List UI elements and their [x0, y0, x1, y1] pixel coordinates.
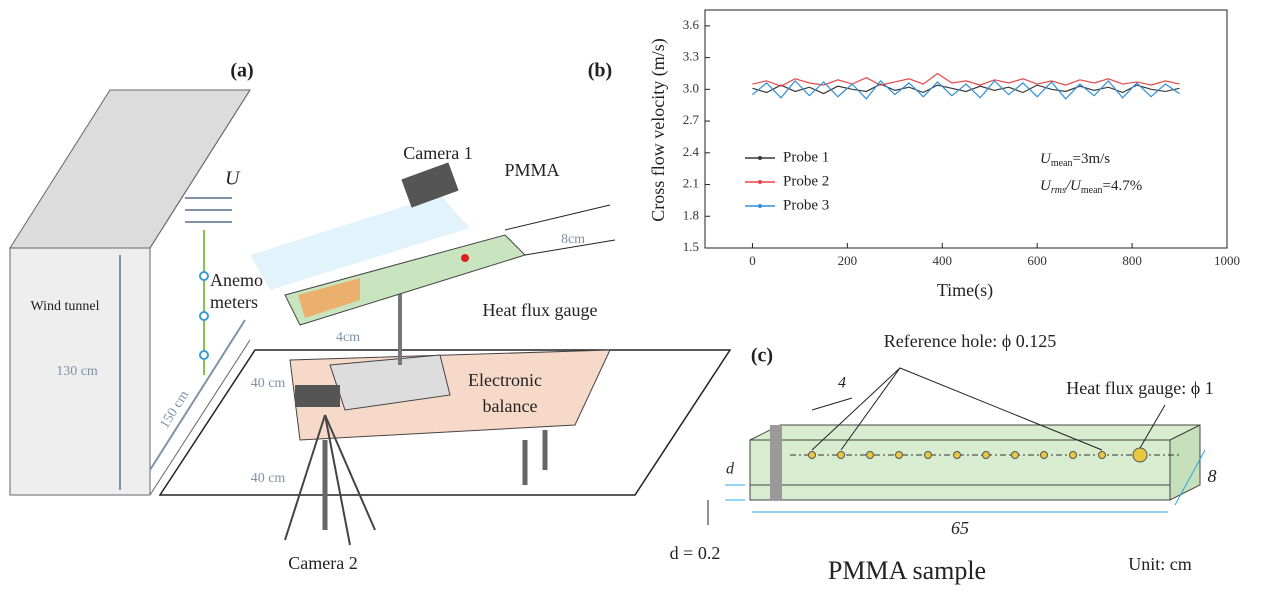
camera-label: Camera 2 [288, 553, 357, 573]
y-tick-label: 1.5 [683, 239, 699, 254]
x-axis-title: Time(s) [937, 280, 993, 301]
x-tick-label: 400 [933, 253, 953, 268]
x-tick-label: 600 [1027, 253, 1047, 268]
length-label: 65 [951, 518, 969, 538]
distance-label: 40 cm [251, 376, 286, 391]
y-tick-label: 3.6 [683, 17, 700, 32]
annotation-part: /U [1065, 178, 1082, 194]
annotation-part: rms [1051, 185, 1066, 196]
legend-label: Probe 2 [783, 173, 829, 189]
spacing-label: 4cm [336, 330, 360, 345]
height-label: 130 cm [56, 364, 98, 379]
x-tick-label: 800 [1122, 253, 1142, 268]
panel-label: (a) [230, 60, 253, 82]
annotation: Urms/Umean=4.7% [1040, 178, 1142, 196]
annotation: Umean=3m/s [1040, 151, 1110, 169]
sample-title: PMMA sample [828, 556, 986, 585]
panel-label: (c) [751, 345, 773, 367]
camera-label: Camera 1 [403, 143, 472, 163]
width-label: 8cm [561, 232, 585, 247]
balance-label: Electronic [468, 370, 542, 390]
spacing-label: 4 [838, 375, 846, 392]
tunnel-label: Wind tunnel [30, 299, 99, 314]
y-tick-label: 3.3 [683, 49, 699, 64]
legend-marker [758, 180, 762, 184]
anemometer-label: meters [210, 292, 258, 312]
annotation-part: =3m/s [1073, 151, 1111, 167]
figure: (a) U Camera 1 PMMA 8cm Anemo meters Win… [0, 0, 1266, 592]
legend-marker [758, 156, 762, 160]
y-tick-label: 2.1 [683, 176, 699, 191]
d-value: d = 0.2 [670, 543, 721, 563]
distance-label: 40 cm [251, 471, 286, 486]
x-tick-label: 0 [749, 253, 756, 268]
legend-label: Probe 1 [783, 149, 829, 165]
plot: 1.5 1.8 2.1 2.4 2.7 3.0 3.3 3.6 0 200 400 600 800 100… [683, 17, 1240, 268]
x-tick-label: 200 [838, 253, 858, 268]
y-tick-label: 2.4 [683, 144, 700, 159]
legend-label: Probe 3 [783, 197, 829, 213]
annotation-part: mean [1081, 185, 1103, 196]
y-tick-label: 3.0 [683, 80, 699, 95]
y-tick-label: 2.7 [683, 112, 700, 127]
panel-a-drawing [10, 90, 730, 545]
flow-label: U [225, 168, 241, 190]
gauge-label: Heat flux gauge: ϕ 1 [1066, 378, 1213, 398]
panel-label: (b) [588, 60, 612, 82]
annotation-part: mean [1051, 158, 1073, 169]
legend-marker [758, 204, 762, 208]
width-label: 8 [1208, 466, 1217, 486]
balance-label: balance [483, 396, 538, 416]
thickness-label: d [726, 461, 735, 478]
y-tick-label: 1.8 [683, 207, 699, 222]
hole-label: Reference hole: ϕ 0.125 [884, 331, 1056, 351]
annotation-part: =4.7% [1103, 178, 1143, 194]
x-tick-label: 1000 [1214, 253, 1240, 268]
unit-label: Unit: cm [1128, 554, 1192, 574]
anemometer-label: Anemo [210, 270, 263, 290]
pmma-label: PMMA [504, 160, 559, 180]
gauge-label: Heat flux gauge [483, 300, 598, 320]
y-axis-title: Cross flow velocity (m/s) [648, 38, 669, 221]
